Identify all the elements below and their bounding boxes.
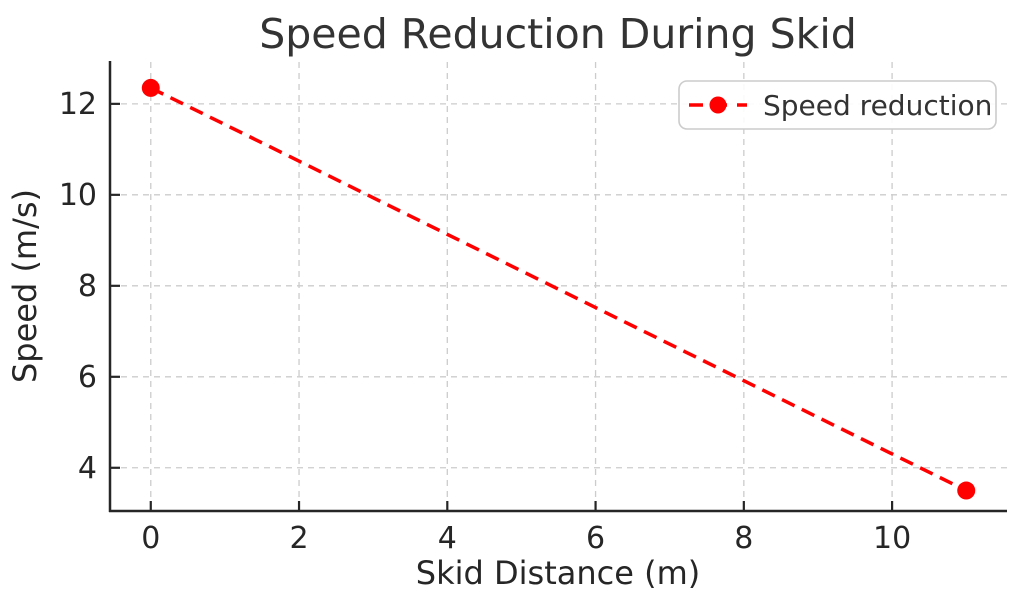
x-tick-label: 2 bbox=[289, 521, 308, 556]
data-point-marker bbox=[141, 78, 160, 97]
legend-border bbox=[678, 80, 997, 130]
tick-group: 0 2 4 6 8 10 4 6 8 10 12 bbox=[59, 87, 911, 556]
series-line bbox=[149, 86, 968, 493]
x-tick-label: 10 bbox=[873, 521, 911, 556]
y-tick-label: 4 bbox=[78, 451, 97, 486]
chart-title: Speed Reduction During Skid bbox=[259, 10, 857, 58]
y-tick-label: 10 bbox=[59, 178, 97, 213]
x-axis-label: Skid Distance (m) bbox=[416, 554, 700, 592]
y-tick-label: 12 bbox=[59, 87, 97, 122]
series-group bbox=[141, 78, 976, 500]
x-tick-label: 6 bbox=[586, 521, 605, 556]
data-point-marker bbox=[957, 481, 976, 500]
x-tick-label: 4 bbox=[438, 521, 457, 556]
grid-group bbox=[110, 62, 1007, 511]
x-tick-label: 0 bbox=[141, 521, 160, 556]
legend-sample-marker bbox=[709, 96, 727, 114]
y-tick-label: 6 bbox=[78, 360, 97, 395]
legend-label: Speed reduction bbox=[763, 89, 992, 122]
y-axis-label: Speed (m/s) bbox=[6, 189, 44, 383]
y-tick-label: 8 bbox=[78, 269, 97, 304]
legend-box: Speed reduction bbox=[678, 80, 997, 130]
x-tick-label: 8 bbox=[734, 521, 753, 556]
